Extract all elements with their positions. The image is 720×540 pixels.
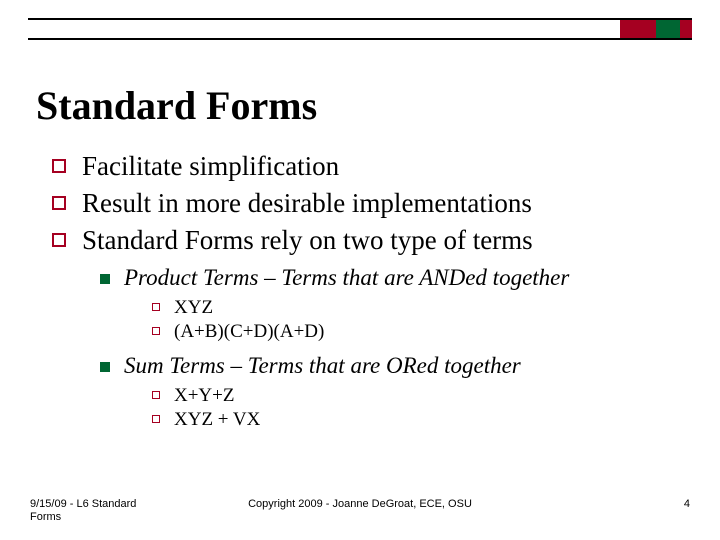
accent-bar — [620, 20, 656, 38]
square-outline-small-icon — [152, 327, 160, 335]
footer-right: 4 — [684, 498, 690, 510]
accent-bar — [656, 20, 680, 38]
bullet-lvl3: XYZ — [152, 297, 692, 319]
rule-bottom — [28, 38, 692, 40]
bullet-lvl2: Sum Terms – Terms that are ORed together — [100, 353, 692, 379]
bullet-text: Facilitate simplification — [82, 150, 339, 183]
bullet-text: Standard Forms rely on two type of terms — [82, 224, 533, 257]
square-outline-small-icon — [152, 303, 160, 311]
bullet-lvl2: Product Terms – Terms that are ANDed tog… — [100, 265, 692, 291]
slide-body: Facilitate simplification Result in more… — [52, 150, 692, 441]
bullet-lvl1: Facilitate simplification — [52, 150, 692, 183]
bullet-text: X+Y+Z — [174, 385, 234, 407]
bullet-text: XYZ — [174, 297, 213, 319]
bullet-lvl3: XYZ + VX — [152, 409, 692, 431]
square-outline-small-icon — [152, 391, 160, 399]
title-rule — [28, 18, 692, 40]
square-outline-icon — [52, 159, 66, 173]
rule-top — [28, 18, 692, 20]
bullet-text: Result in more desirable implementations — [82, 187, 532, 220]
bullet-lvl1: Result in more desirable implementations — [52, 187, 692, 220]
bullet-lvl1: Standard Forms rely on two type of terms — [52, 224, 692, 257]
footer-center: Copyright 2009 - Joanne DeGroat, ECE, OS… — [0, 498, 720, 510]
square-outline-small-icon — [152, 415, 160, 423]
square-outline-icon — [52, 196, 66, 210]
square-filled-icon — [100, 362, 110, 372]
slide-footer: 9/15/09 - L6 Standard Forms Copyright 20… — [0, 498, 720, 526]
bullet-lvl3: X+Y+Z — [152, 385, 692, 407]
bullet-text: XYZ + VX — [174, 409, 260, 431]
accent-bar — [680, 20, 692, 38]
bullet-lvl3: (A+B)(C+D)(A+D) — [152, 321, 692, 343]
bullet-text: Sum Terms – Terms that are ORed together — [124, 353, 521, 379]
slide-title: Standard Forms — [36, 82, 317, 129]
bullet-text: (A+B)(C+D)(A+D) — [174, 321, 324, 343]
bullet-text: Product Terms – Terms that are ANDed tog… — [124, 265, 569, 291]
accent-bars — [620, 20, 692, 38]
square-outline-icon — [52, 233, 66, 247]
square-filled-icon — [100, 274, 110, 284]
